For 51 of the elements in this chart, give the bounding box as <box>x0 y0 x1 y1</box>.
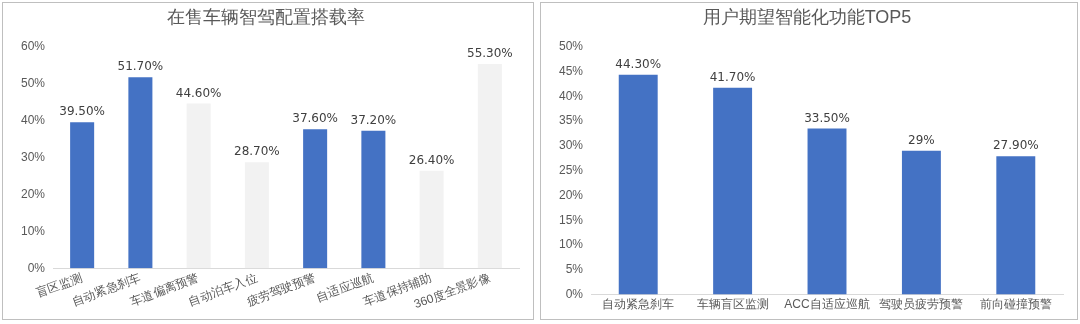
data-label: 28.70% <box>234 144 280 159</box>
x-tick-label: 前向碰撞预警 <box>979 297 1052 312</box>
bar <box>186 103 211 269</box>
bar <box>477 63 502 269</box>
y-tick-label: 30% <box>558 138 584 153</box>
chart-title: 用户期望智能化功能TOP5 <box>702 6 912 27</box>
bar <box>303 129 328 269</box>
y-tick-label: 0% <box>565 286 584 301</box>
chart-title: 在售车辆智驾配置搭载率 <box>167 6 365 27</box>
y-tick-label: 20% <box>558 187 584 202</box>
data-label: 51.70% <box>117 59 164 74</box>
bar <box>901 150 941 295</box>
x-tick-label: 驾驶员疲劳预警 <box>879 297 964 312</box>
y-tick-label: 60% <box>20 38 46 53</box>
data-label: 55.30% <box>466 46 513 61</box>
y-tick-label: 40% <box>20 112 46 127</box>
y-tick-label: 30% <box>20 149 46 164</box>
y-tick-label: 45% <box>558 63 584 78</box>
y-tick-label: 0% <box>27 260 46 275</box>
bar <box>713 87 753 295</box>
y-tick-label: 50% <box>558 38 584 53</box>
x-tick-label: ACC自适应巡航 <box>784 297 870 312</box>
bar <box>70 122 95 269</box>
bar <box>128 77 153 269</box>
bar <box>618 74 658 295</box>
data-label: 39.50% <box>59 104 106 119</box>
data-label: 44.60% <box>175 85 222 100</box>
y-tick-label: 15% <box>558 212 584 227</box>
data-label: 26.40% <box>408 152 455 167</box>
bar <box>244 162 269 269</box>
y-tick-label: 10% <box>20 223 46 238</box>
x-tick-label: 车辆盲区监测 <box>696 297 769 312</box>
bar <box>807 128 847 295</box>
data-label: 41.70% <box>709 69 756 84</box>
y-tick-label: 35% <box>558 113 584 128</box>
y-tick-label: 50% <box>20 75 46 90</box>
y-tick-label: 40% <box>558 88 584 103</box>
data-label: 44.30% <box>615 57 662 71</box>
data-label: 33.50% <box>804 110 850 125</box>
data-label: 37.60% <box>292 111 339 126</box>
bar <box>419 170 444 269</box>
data-label: 37.20% <box>350 112 397 127</box>
y-tick-label: 25% <box>558 162 584 177</box>
x-tick-label: 自动紧急刹车 <box>602 297 675 312</box>
y-tick-label: 20% <box>20 186 46 201</box>
bar <box>996 156 1036 295</box>
y-tick-label: 5% <box>565 262 584 277</box>
y-tick-label: 10% <box>558 237 584 252</box>
bar <box>361 130 386 269</box>
data-label: 27.90% <box>992 138 1039 153</box>
data-label: 29% <box>908 132 935 147</box>
